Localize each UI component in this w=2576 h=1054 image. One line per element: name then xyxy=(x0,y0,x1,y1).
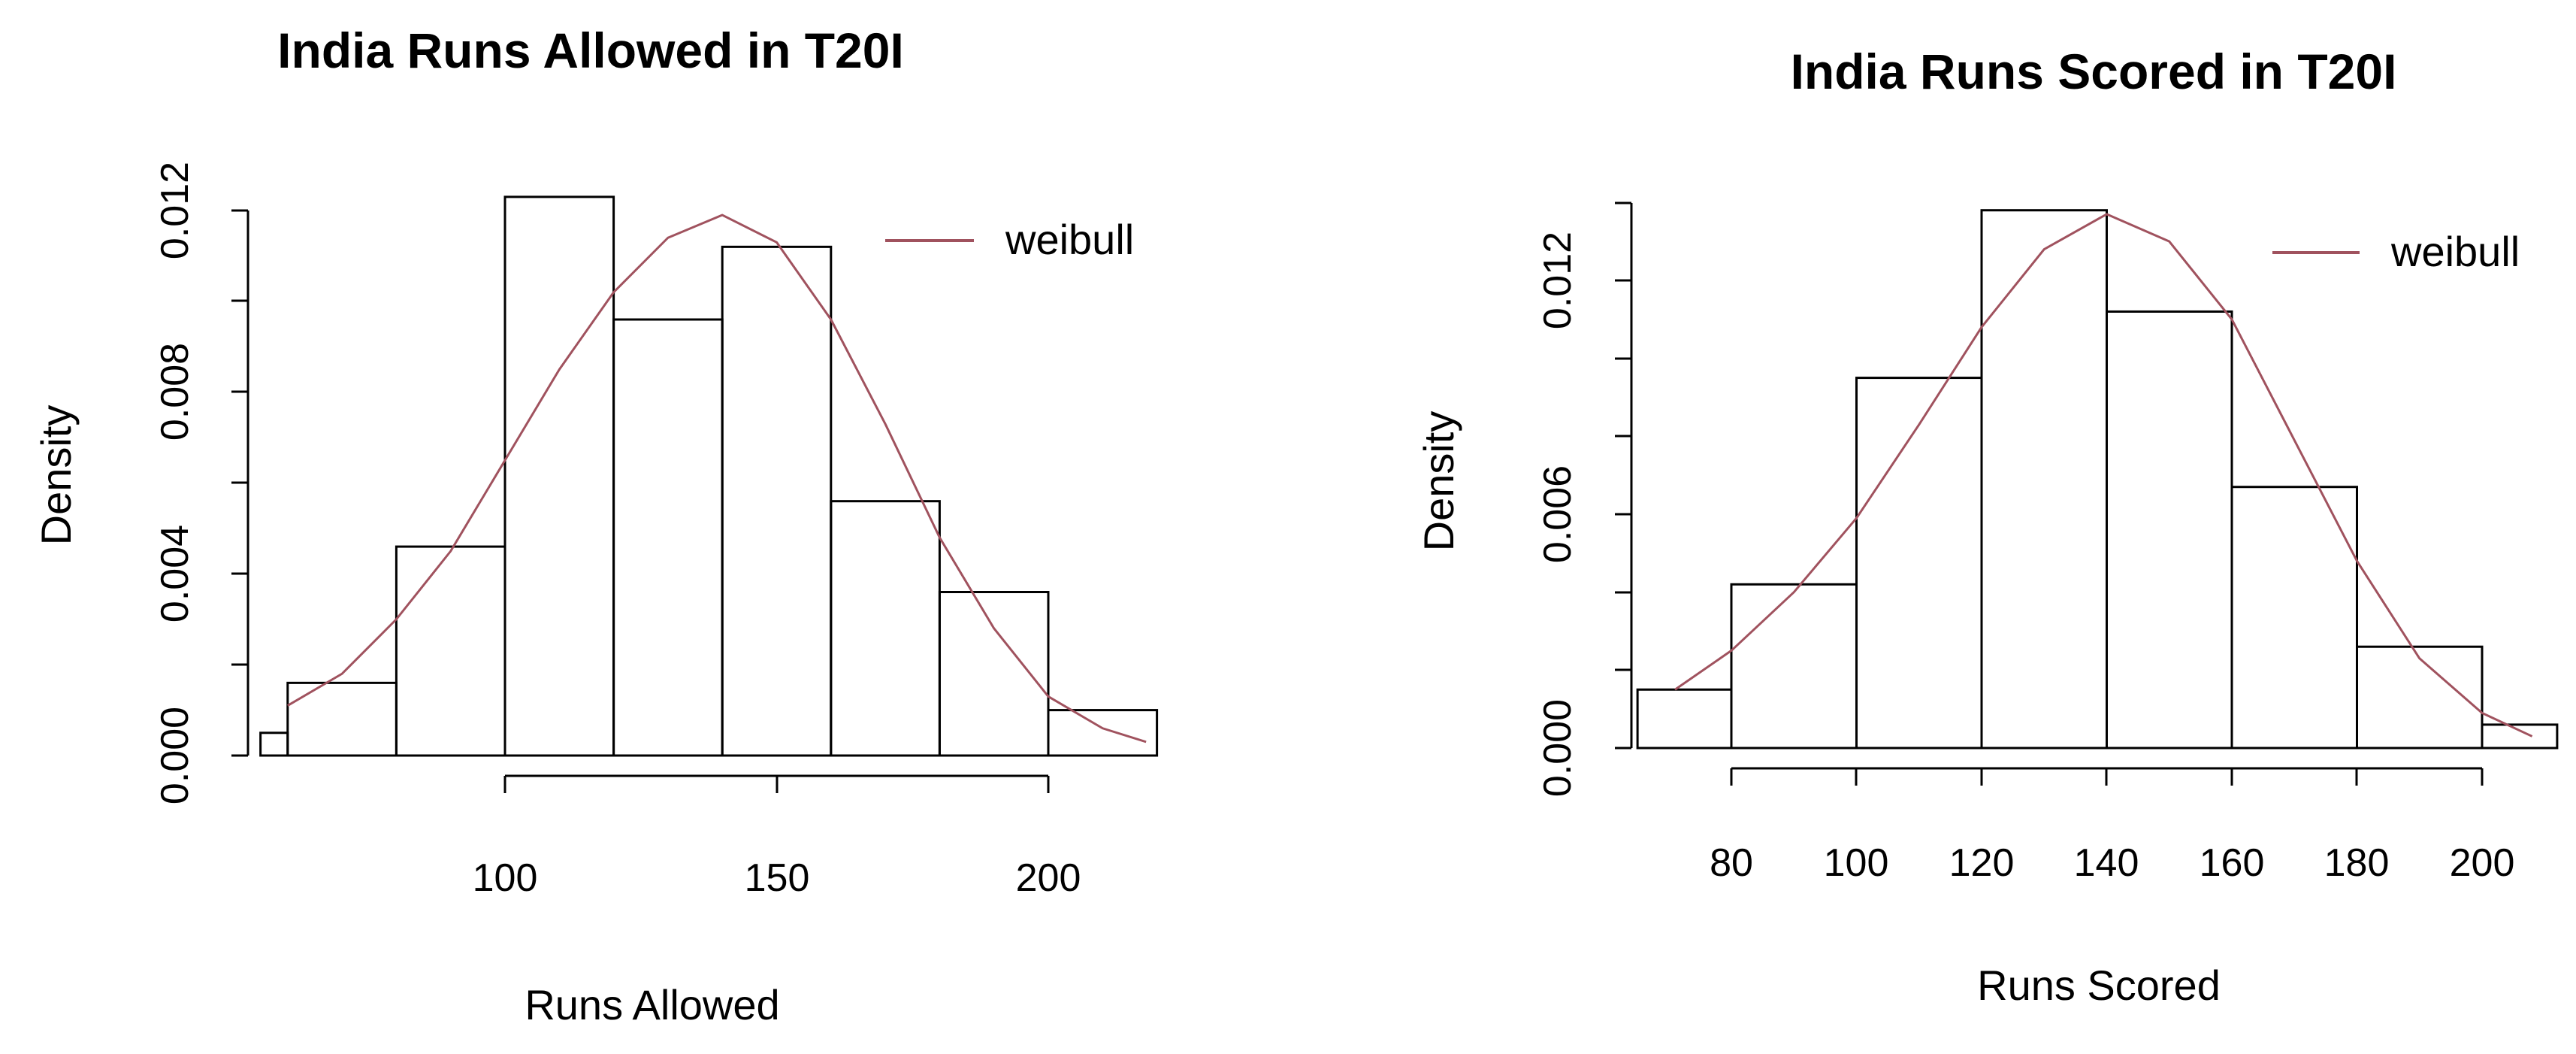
histogram-bar xyxy=(503,195,615,757)
legend: weibull xyxy=(885,216,1134,263)
x-tick-label: 200 xyxy=(2450,841,2515,885)
legend: weibull xyxy=(2272,228,2520,275)
histogram-bar xyxy=(830,500,941,757)
x-tick-label: 100 xyxy=(473,856,538,900)
y-tick-label: 0.000 xyxy=(1536,699,1580,797)
y-axis: 0.000 0.004 0.008 0.012 xyxy=(153,162,249,804)
y-tick-label: 0.008 xyxy=(153,343,197,441)
histogram-bar xyxy=(259,731,289,757)
x-axis: 100 150 200 xyxy=(473,774,1081,900)
chart-title: India Runs Scored in T20I xyxy=(1791,44,2397,99)
x-tick-label: 150 xyxy=(745,856,810,900)
histogram-bar xyxy=(2106,310,2233,750)
histogram-bar xyxy=(1855,377,1983,750)
histogram-bar xyxy=(721,245,833,757)
histogram-bar xyxy=(1047,709,1159,757)
histogram-bar xyxy=(2230,486,2358,750)
legend-label: weibull xyxy=(1005,216,1134,263)
x-tick-label: 200 xyxy=(1016,856,1081,900)
histogram-bar xyxy=(1730,583,1858,750)
weibull-curve-group xyxy=(1674,213,2533,737)
x-tick-label: 140 xyxy=(2074,841,2139,885)
x-axis-label: Runs Scored xyxy=(1977,962,2221,1009)
chart-title: India Runs Allowed in T20I xyxy=(277,23,904,78)
y-axis-label: Density xyxy=(1415,411,1462,552)
y-tick-label: 0.004 xyxy=(153,525,197,622)
y-axis: 0.000 0.006 0.012 xyxy=(1536,201,1633,797)
histogram-bar xyxy=(2356,645,2484,750)
legend-label: weibull xyxy=(2390,228,2520,275)
x-tick-label: 80 xyxy=(1710,841,1753,885)
x-tick-label: 160 xyxy=(2200,841,2265,885)
x-axis-label: Runs Allowed xyxy=(525,981,779,1028)
histogram-bar xyxy=(286,681,398,757)
x-tick-label: 120 xyxy=(1949,841,2015,885)
weibull-curve xyxy=(287,214,1147,744)
histogram-bar xyxy=(1980,209,2108,750)
histogram-bar xyxy=(1636,688,1733,750)
x-tick-label: 180 xyxy=(2324,841,2390,885)
histogram-bar xyxy=(2481,723,2559,750)
y-tick-label: 0.000 xyxy=(153,707,197,804)
histogram-bars xyxy=(1636,209,2559,750)
x-axis: 80 100 120 140 160 180 200 xyxy=(1710,767,2515,885)
histogram-bar xyxy=(612,318,724,757)
weibull-curve xyxy=(1674,213,2533,737)
chart-panel-runs-scored: India Runs Scored in T20I Density Runs S… xyxy=(1415,44,2559,1009)
y-tick-label: 0.012 xyxy=(1536,232,1580,329)
histogram-bar xyxy=(395,545,506,757)
y-tick-label: 0.012 xyxy=(153,162,197,259)
histogram-bar xyxy=(938,591,1050,757)
histogram-bars xyxy=(259,195,1159,757)
y-tick-label: 0.006 xyxy=(1536,465,1580,563)
weibull-curve-group xyxy=(287,214,1147,744)
chart-panel-runs-allowed: India Runs Allowed in T20I Density Runs … xyxy=(32,23,1159,1028)
y-axis-label: Density xyxy=(32,405,80,546)
x-tick-label: 100 xyxy=(1824,841,1889,885)
